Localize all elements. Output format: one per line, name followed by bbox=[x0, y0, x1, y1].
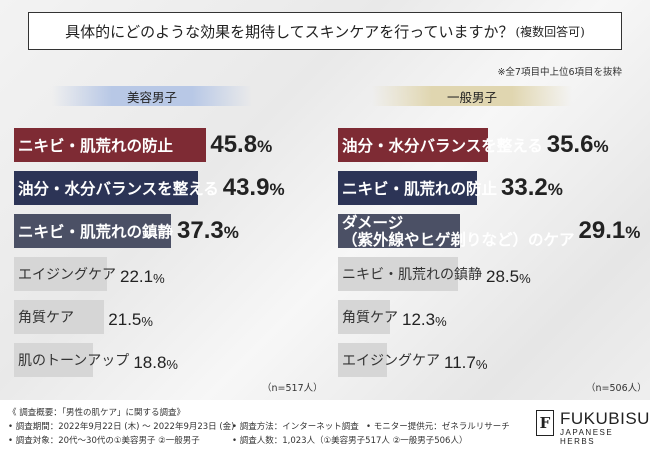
general-label-2: ニキビ・肌荒れの防止 bbox=[342, 179, 498, 198]
general-value-6: 11.7% bbox=[444, 343, 487, 377]
beauty-value-5: 21.5% bbox=[108, 300, 153, 334]
general-label-3: ダメージ （紫外線やヒゲ剃りなど）のケア bbox=[342, 214, 575, 248]
general-value-number-5: 12.3 bbox=[402, 310, 436, 329]
general-value-number-1: 35.6 bbox=[546, 131, 594, 158]
general-value-2: 33.2% bbox=[501, 171, 563, 205]
beauty-value-6: 18.8% bbox=[133, 343, 178, 377]
survey-period: • 調査期間：2022年9月22日 (木) ～ 2022年9月23日 (金) bbox=[8, 422, 235, 432]
survey-overview: 《 調査概要：「男性の肌ケア」に関する調査》 bbox=[8, 408, 185, 418]
beauty-value-unit-1: % bbox=[257, 137, 273, 156]
general-value-3: 29.1% bbox=[579, 214, 641, 248]
beauty-row-1: ニキビ・肌荒れの防止 45.8% bbox=[14, 128, 314, 162]
group-label-beauty: 美容男子 bbox=[52, 86, 252, 106]
group-label-general: 一般男子 bbox=[372, 86, 572, 106]
beauty-bar-1 bbox=[14, 128, 207, 162]
beauty-label-1: ニキビ・肌荒れの防止 bbox=[18, 136, 174, 155]
general-label-1: 油分・水分バランスを整える bbox=[342, 136, 543, 155]
general-value-number-6: 11.7 bbox=[444, 353, 476, 372]
survey-provider: • モニター提供元：ゼネラルリサーチ bbox=[366, 422, 510, 432]
survey-target: • 調査対象：20代～30代の①美容男子 ②一般男子 bbox=[8, 436, 200, 446]
general-value-number-2: 33.2 bbox=[501, 174, 548, 201]
beauty-row-4: エイジングケア 22.1% bbox=[14, 257, 314, 291]
beauty-label-4: エイジングケア bbox=[18, 267, 116, 283]
beauty-label-5: 角質ケア bbox=[18, 310, 74, 326]
beauty-value-number-4: 22.1 bbox=[120, 267, 154, 286]
general-row-3: ダメージ （紫外線やヒゲ剃りなど）のケア 29.1% bbox=[338, 214, 641, 248]
beauty-value-unit-5: % bbox=[141, 314, 153, 329]
general-value-number-3: 29.1 bbox=[578, 217, 626, 244]
sample-size-beauty: （n=517人） bbox=[262, 383, 323, 394]
survey-footer: 《 調査概要：「男性の肌ケア」に関する調査》 • 調査期間：2022年9月22日… bbox=[0, 400, 650, 450]
beauty-row-6: 肌のトーンアップ 18.8% bbox=[14, 343, 314, 377]
beauty-value-unit-3: % bbox=[223, 223, 239, 242]
beauty-row-5: 角質ケア 21.5% bbox=[14, 300, 314, 334]
beauty-bar-3 bbox=[14, 214, 171, 248]
brand-logo-icon: F bbox=[536, 410, 554, 436]
beauty-bar-5 bbox=[14, 300, 105, 334]
general-bar-6 bbox=[338, 343, 388, 377]
beauty-label-6: 肌のトーンアップ bbox=[18, 353, 130, 369]
general-bar-2 bbox=[338, 171, 478, 205]
beauty-bar-4 bbox=[14, 257, 107, 291]
general-row-4: ニキビ・肌荒れの鎮静 28.5% bbox=[338, 257, 638, 291]
beauty-value-unit-4: % bbox=[153, 271, 165, 286]
general-bar-3 bbox=[338, 214, 461, 248]
question-sub: (複数回答可) bbox=[515, 24, 585, 39]
beauty-bar-2 bbox=[14, 171, 199, 205]
general-value-1: 35.6% bbox=[547, 128, 609, 162]
general-value-unit-1: % bbox=[593, 137, 609, 156]
beauty-bar-6 bbox=[14, 343, 93, 377]
general-value-unit-4: % bbox=[519, 271, 531, 286]
general-bar-1 bbox=[338, 128, 488, 162]
selection-note: ※全7項目中上位6項目を抜粋 bbox=[497, 67, 622, 78]
question-main: 具体的にどのような効果を期待してスキンケアを行っていますか？ bbox=[65, 22, 514, 41]
general-value-unit-2: % bbox=[547, 180, 563, 199]
beauty-row-3: ニキビ・肌荒れの鎮静 37.3% bbox=[14, 214, 314, 248]
general-label-3-line-1: ダメージ bbox=[342, 213, 404, 232]
general-row-6: エイジングケア 11.7% bbox=[338, 343, 638, 377]
general-row-2: ニキビ・肌荒れの防止 33.2% bbox=[338, 171, 638, 205]
beauty-value-number-2: 43.9 bbox=[222, 174, 270, 201]
beauty-value-number-5: 21.5 bbox=[108, 310, 142, 329]
general-value-number-4: 28.5 bbox=[486, 267, 520, 286]
beauty-value-3: 37.3% bbox=[177, 214, 239, 248]
brand-tagline: JAPANESE HERBS bbox=[560, 428, 614, 446]
sample-size-general: （n=506人） bbox=[586, 383, 647, 394]
general-value-unit-3: % bbox=[625, 223, 641, 242]
general-label-5: 角質ケア bbox=[342, 310, 398, 326]
general-label-6: エイジングケア bbox=[342, 353, 440, 369]
beauty-value-4: 22.1% bbox=[120, 257, 165, 291]
general-value-5: 12.3% bbox=[402, 300, 447, 334]
beauty-value-unit-6: % bbox=[166, 357, 178, 372]
general-label-3-line-2: （紫外線やヒゲ剃りなど）のケア bbox=[342, 230, 575, 249]
survey-method: • 調査方法：インターネット調査 bbox=[232, 422, 359, 432]
beauty-label-2: 油分・水分バランスを整える bbox=[18, 179, 219, 198]
survey-count: • 調査人数：1,023人（①美容男子517人 ②一般男子506人） bbox=[232, 436, 468, 446]
general-bar-5 bbox=[338, 300, 390, 334]
general-bar-4 bbox=[338, 257, 458, 291]
beauty-value-number-6: 18.8 bbox=[133, 353, 167, 372]
beauty-value-unit-2: % bbox=[269, 180, 285, 199]
beauty-row-2: 油分・水分バランスを整える 43.9% bbox=[14, 171, 314, 205]
general-value-4: 28.5% bbox=[486, 257, 531, 291]
general-value-unit-6: % bbox=[475, 357, 488, 372]
question-title: 具体的にどのような効果を期待してスキンケアを行っていますか？ (複数回答可) bbox=[28, 12, 622, 50]
beauty-value-number-3: 37.3 bbox=[177, 217, 224, 244]
beauty-label-3: ニキビ・肌荒れの鎮静 bbox=[18, 222, 174, 241]
general-label-4: ニキビ・肌荒れの鎮静 bbox=[342, 267, 482, 283]
beauty-value-1: 45.8% bbox=[210, 128, 272, 162]
general-row-5: 角質ケア 12.3% bbox=[338, 300, 638, 334]
general-row-1: 油分・水分バランスを整える 35.6% bbox=[338, 128, 638, 162]
beauty-value-2: 43.9% bbox=[223, 171, 285, 205]
beauty-value-number-1: 45.8 bbox=[210, 131, 258, 158]
general-value-unit-5: % bbox=[435, 314, 447, 329]
brand-name: FUKUBISUI bbox=[560, 409, 650, 428]
